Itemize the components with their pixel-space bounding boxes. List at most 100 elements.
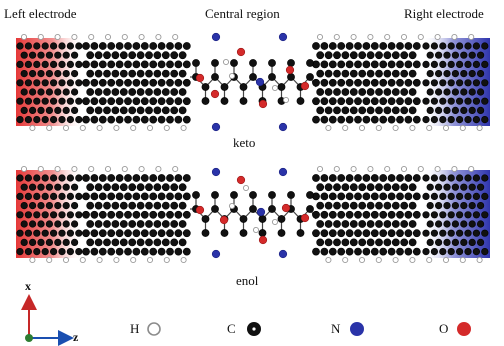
atom-c — [140, 60, 149, 69]
atom-c — [349, 238, 358, 247]
atom-c — [170, 51, 179, 60]
atom-c — [451, 202, 460, 210]
atom-c — [132, 210, 141, 219]
atom-c — [119, 220, 128, 228]
atom-c — [211, 205, 219, 213]
atom-c — [37, 69, 45, 78]
atom-c — [341, 69, 350, 78]
atom-h — [434, 33, 441, 41]
atom-c — [430, 192, 439, 200]
atom-c — [70, 69, 79, 78]
atom-c — [54, 220, 62, 228]
atom-n — [255, 77, 265, 87]
atom-c — [178, 238, 187, 247]
atom-c — [379, 192, 388, 201]
atom-c — [316, 106, 325, 115]
atom-c — [16, 42, 24, 50]
atom-c — [387, 60, 396, 69]
atom-h — [172, 165, 179, 173]
atom-c — [132, 42, 141, 50]
atom-c — [316, 238, 325, 247]
atom-c — [58, 79, 66, 87]
atom-c — [456, 229, 464, 237]
atom-c — [408, 183, 417, 192]
atom-c — [119, 183, 128, 192]
atom-n — [211, 167, 221, 177]
atom-c — [24, 97, 33, 105]
atom-c — [435, 202, 443, 210]
atom-c — [333, 106, 341, 115]
atom-c — [328, 78, 337, 87]
atom-c — [447, 211, 455, 219]
atom-c — [103, 106, 111, 115]
atom-c — [132, 247, 141, 256]
atom-c — [58, 229, 66, 237]
atom-c — [320, 229, 329, 238]
atom-c — [426, 88, 434, 96]
atom-c — [460, 220, 468, 228]
atom-c — [41, 229, 49, 237]
atom-c — [239, 97, 248, 105]
atom-c — [174, 174, 183, 182]
atom-c — [211, 191, 219, 199]
atom-c — [174, 97, 183, 106]
atom-h — [37, 165, 44, 173]
atom-c — [404, 192, 413, 201]
atom-c — [66, 248, 74, 256]
atom-c — [435, 220, 443, 228]
atom-c — [182, 247, 191, 256]
atom-c — [66, 192, 74, 200]
atom-c — [337, 42, 346, 50]
atom-h — [442, 124, 450, 132]
atom-c — [75, 174, 83, 182]
atom-c — [107, 192, 116, 201]
atom-o — [285, 65, 295, 75]
atom-c — [145, 201, 153, 210]
atom-c — [115, 247, 124, 256]
atom-c — [90, 115, 99, 124]
atom-c — [316, 69, 325, 78]
atom-c — [103, 51, 111, 60]
atom-c — [16, 79, 24, 87]
atom-c — [391, 183, 400, 192]
atom-c — [201, 97, 210, 105]
atom-c — [37, 220, 45, 228]
enol-caption: enol — [236, 273, 259, 288]
atom-c — [481, 60, 489, 69]
atom-c — [201, 215, 210, 223]
atom-c — [412, 60, 421, 69]
atom-c — [324, 201, 333, 210]
atom-c — [62, 51, 70, 59]
atom-c — [468, 106, 476, 114]
atom-c — [460, 69, 468, 78]
atom-c — [90, 229, 99, 238]
atom-h — [252, 226, 260, 234]
atom-h — [104, 33, 112, 41]
atom-c — [153, 201, 162, 210]
atom-c — [366, 88, 375, 96]
atom-c — [170, 220, 179, 228]
atom-c — [464, 79, 472, 87]
atom-c — [472, 115, 481, 124]
atom-c — [358, 238, 367, 247]
atom-c — [98, 210, 107, 219]
atom-c — [119, 69, 128, 78]
atom-c — [124, 78, 132, 87]
atom-c — [75, 42, 83, 50]
atom-c — [358, 69, 367, 78]
atom-c — [157, 174, 166, 182]
atom-c — [149, 97, 158, 106]
atom-c — [103, 183, 111, 192]
atom-c — [90, 78, 99, 87]
atom-c — [128, 69, 137, 78]
atom-c — [320, 60, 329, 69]
atom-c — [464, 60, 472, 69]
atom-c — [140, 192, 149, 201]
atom-c — [447, 97, 455, 105]
atom-c — [341, 238, 350, 247]
atom-c — [472, 174, 481, 182]
atom-c — [54, 106, 62, 114]
atom-c — [107, 247, 116, 256]
atom-c — [400, 51, 409, 60]
atom-c — [362, 42, 371, 50]
